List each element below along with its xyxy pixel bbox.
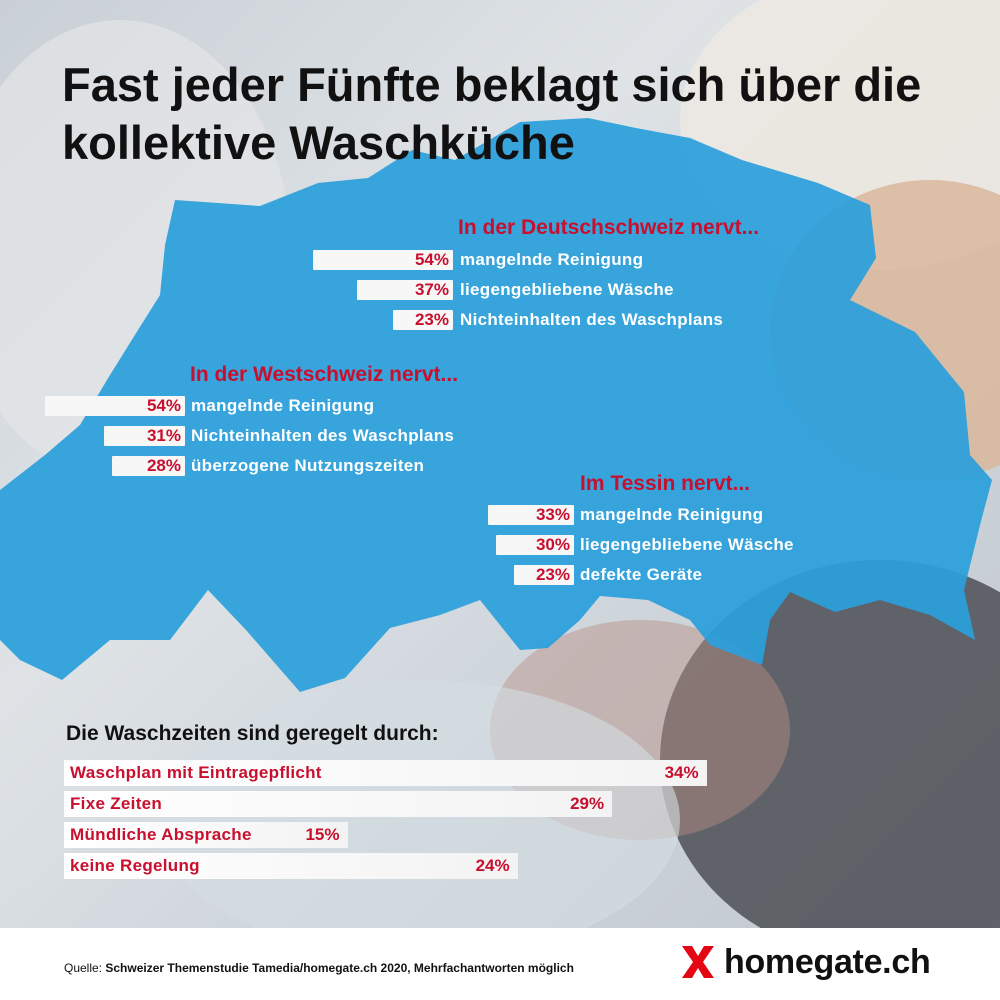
source-note: Quelle: Schweizer Themenstudie Tamedia/h… [64, 961, 574, 975]
wbar-value: 29% [570, 794, 605, 813]
bar: 54% [44, 396, 185, 416]
footer: Quelle: Schweizer Themenstudie Tamedia/h… [0, 928, 1000, 1000]
bar-label: defekte Geräte [580, 565, 703, 584]
bar-label: Nichteinhalten des Waschplans [460, 310, 724, 329]
bar-value: 23% [535, 565, 570, 584]
region-heading: In der Deutschschweiz nervt... [458, 216, 760, 239]
section-heading: Die Waschzeiten sind geregelt durch: [66, 722, 439, 745]
wbar-value: 15% [305, 825, 340, 844]
bar-label: mangelnde Reinigung [460, 250, 644, 269]
wbar-label: keine Regelung [70, 856, 200, 875]
region-heading: In der Westschweiz nervt... [190, 363, 459, 386]
bar-value: 37% [414, 280, 449, 299]
bar: 54% [312, 250, 453, 270]
wbar-label: Waschplan mit Eintragepflicht [70, 763, 322, 782]
switzerland-map [0, 118, 992, 692]
bar-value: 33% [535, 505, 570, 524]
wbar: Waschplan mit Eintragepflicht 34% [64, 760, 707, 786]
x-logo-icon [682, 946, 714, 978]
bar-label: liegengebliebene Wäsche [580, 535, 794, 554]
logo-text: homegate.ch [724, 943, 931, 981]
wbar: Fixe Zeiten 29% [64, 791, 613, 817]
bar-label: liegengebliebene Wäsche [460, 280, 674, 299]
wbar-label: Mündliche Absprache [70, 825, 252, 844]
bar: 23% [514, 565, 574, 585]
bar-value: 28% [146, 456, 181, 475]
wbar: Mündliche Absprache 15% [64, 822, 348, 848]
bar: 30% [496, 535, 574, 555]
bar-label: mangelnde Reinigung [191, 396, 375, 415]
bar-label: mangelnde Reinigung [580, 505, 764, 524]
wbar-value: 24% [475, 856, 510, 875]
bar-value: 30% [535, 535, 570, 554]
bar-label: Nichteinhalten des Waschplans [191, 426, 455, 445]
bar-value: 54% [414, 250, 449, 269]
wbar-label: Fixe Zeiten [70, 794, 163, 813]
bar: 33% [488, 505, 574, 525]
region-heading: Im Tessin nervt... [580, 472, 750, 495]
source-text: Schweizer Themenstudie Tamedia/homegate.… [105, 961, 574, 975]
wbar: keine Regelung 24% [64, 853, 518, 879]
bar: 31% [104, 426, 185, 446]
bar-value: 23% [414, 310, 449, 329]
bar: 28% [112, 456, 185, 476]
bar: 23% [393, 310, 453, 330]
page-title: Fast jeder Fünfte beklagt sich über die … [62, 58, 922, 169]
bar-value: 54% [146, 396, 181, 415]
source-prefix: Quelle: [64, 961, 103, 975]
bar: 37% [356, 280, 453, 300]
bar-label: überzogene Nutzungszeiten [191, 456, 425, 475]
wbar-value: 34% [664, 763, 699, 782]
bar-value: 31% [146, 426, 181, 445]
